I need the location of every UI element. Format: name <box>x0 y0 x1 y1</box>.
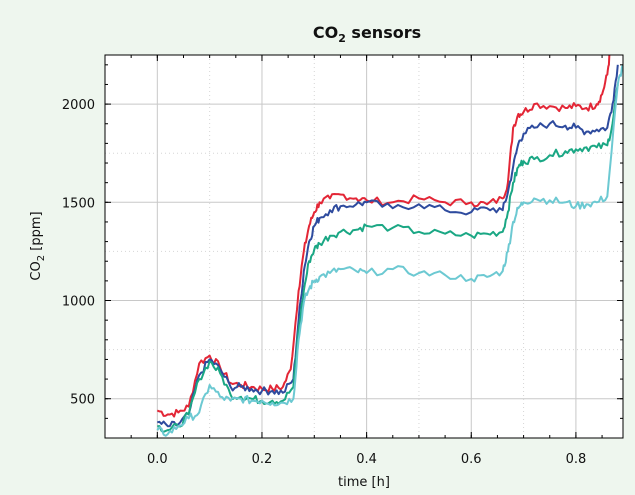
plot-background <box>105 55 623 438</box>
data-series <box>156 55 623 437</box>
y-tick-label: 1000 <box>62 295 95 310</box>
x-tick-label: 0.2 <box>252 452 273 467</box>
chart-title-subscript: 2 <box>338 32 346 45</box>
y-tick-label: 500 <box>70 393 95 408</box>
x-tick-label: 0.4 <box>356 452 377 467</box>
chart-title-suffix: sensors <box>346 23 421 42</box>
plot-frame <box>104 54 624 439</box>
series-line-3 <box>157 84 619 433</box>
series-line-2 <box>157 64 619 428</box>
y-tick-label: 2000 <box>62 98 95 113</box>
x-tick-label: 0.8 <box>566 452 587 467</box>
series-line-4 <box>156 64 623 437</box>
x-tick-label: 0.0 <box>147 452 168 467</box>
chart-title: CO2 sensors <box>313 23 421 45</box>
y-axis-label-subscript: 2 <box>36 255 47 261</box>
y-axis-label-suffix: [ppm] <box>29 211 44 254</box>
y-axis-label: CO2 [ppm] <box>29 211 47 280</box>
axis-ticks: 0.0 0.2 0.4 0.6 0.8 500 1000 1500 2000 <box>62 55 623 467</box>
plot-area: 0.0 0.2 0.4 0.6 0.8 500 1000 1500 2000 <box>62 54 624 467</box>
y-tick-label: 1500 <box>62 196 95 211</box>
x-axis-label: time [h] <box>338 475 390 490</box>
x-tick-label: 0.6 <box>461 452 482 467</box>
